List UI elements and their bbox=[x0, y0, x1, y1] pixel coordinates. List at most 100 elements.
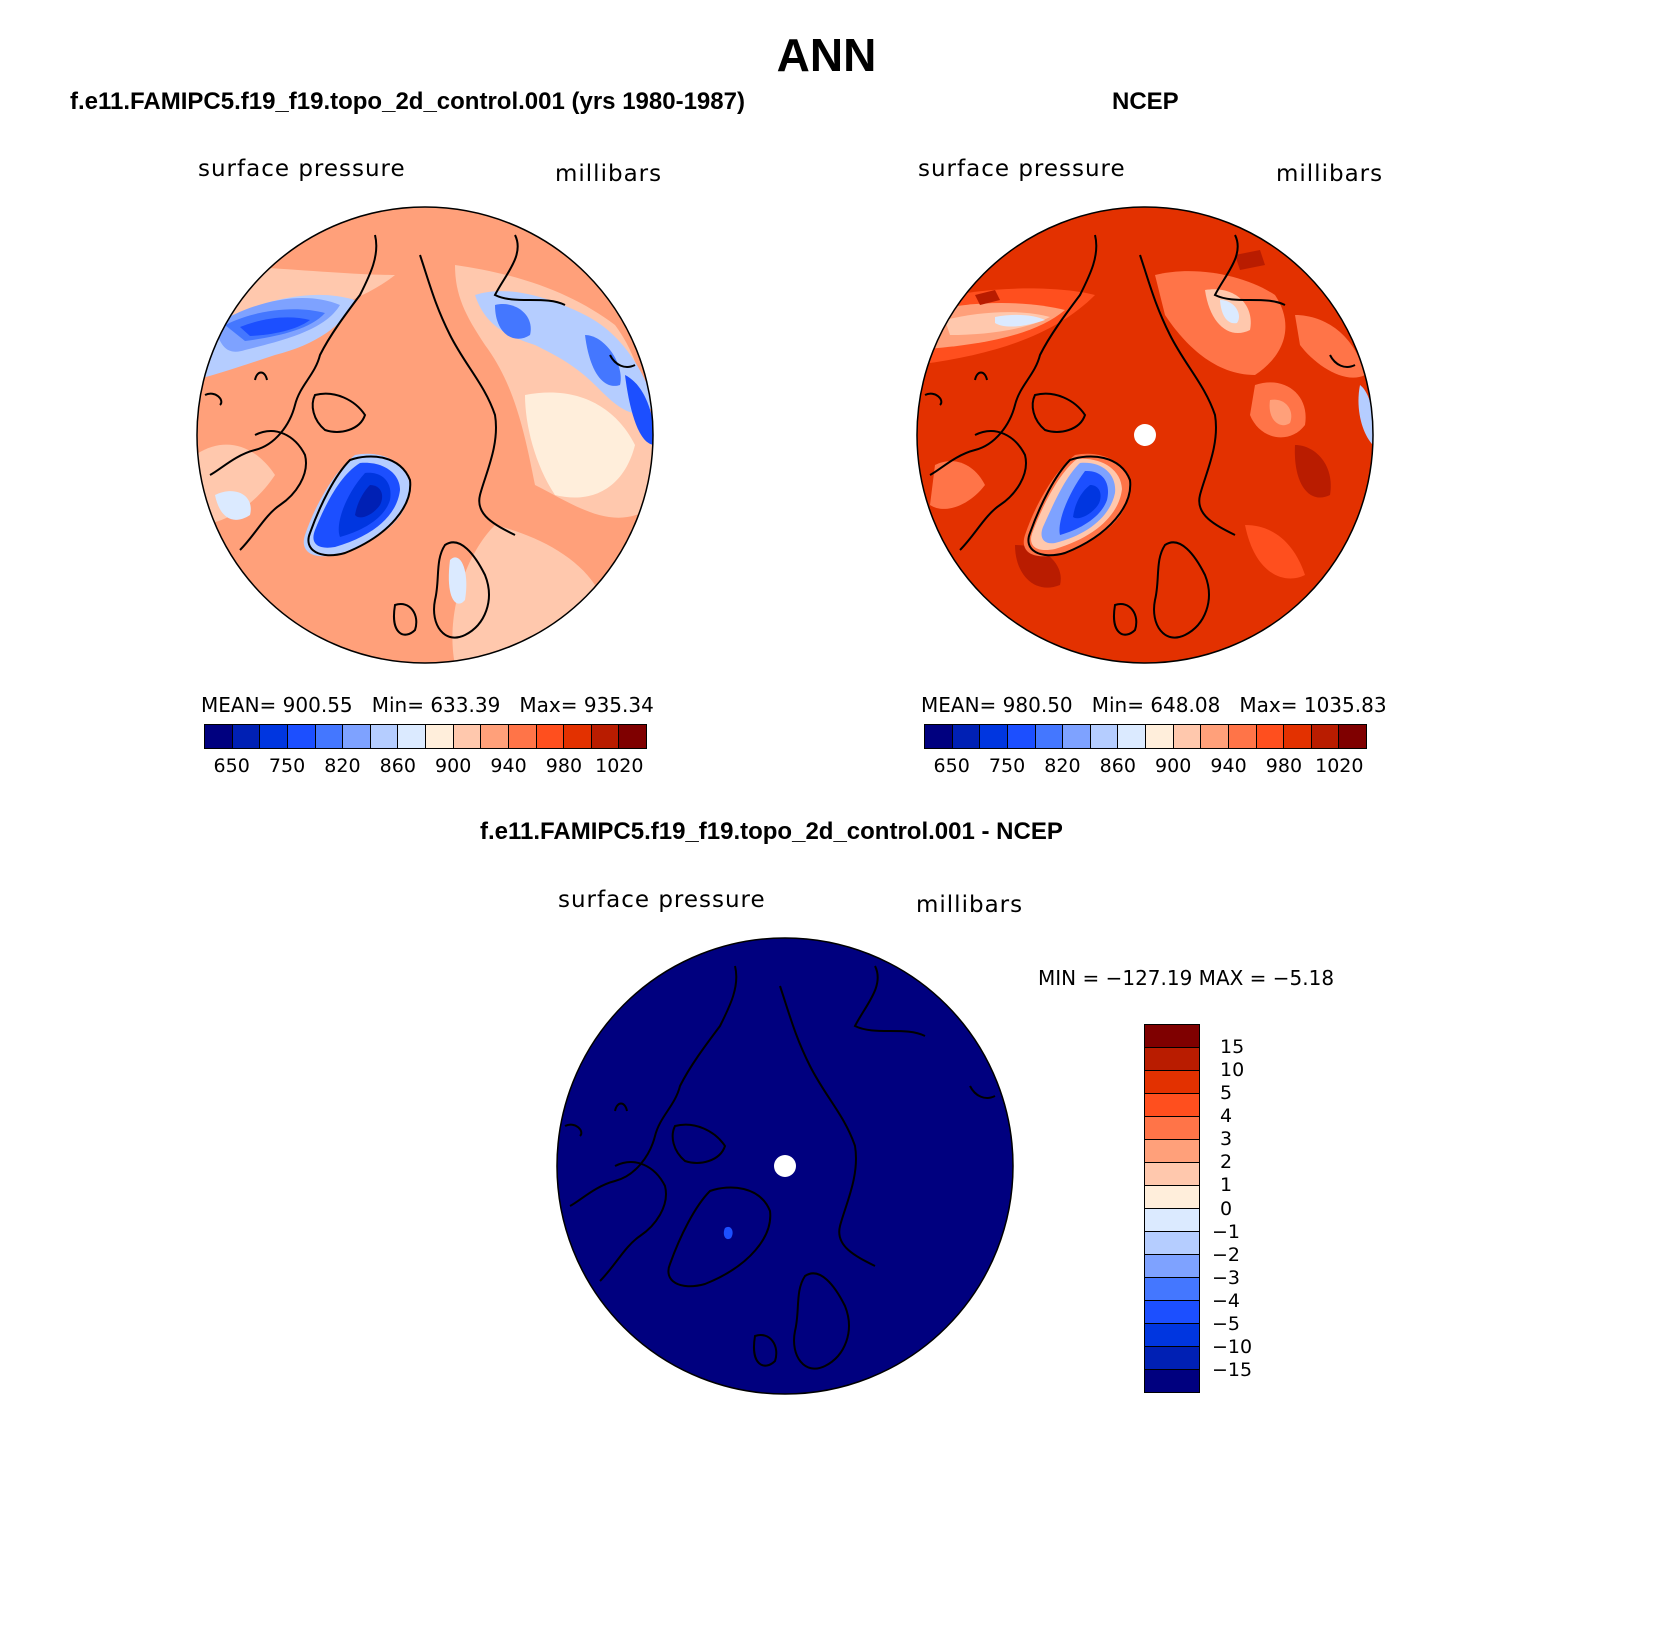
colorbar-tick-label: 750 bbox=[268, 755, 306, 777]
colorbar-tick-label: 1 bbox=[1220, 1174, 1233, 1197]
colorbar-tick-label: 980 bbox=[545, 755, 583, 777]
colorbar-swatch bbox=[1173, 725, 1202, 748]
colorbar-tick-label: −2 bbox=[1212, 1243, 1241, 1266]
panel2-stats: MEAN= 980.50 Min= 648.08 Max= 1035.83 bbox=[921, 693, 1387, 717]
colorbar-swatch bbox=[1145, 1186, 1199, 1209]
colorbar-tick-label: 750 bbox=[988, 755, 1026, 777]
panel2-min-value: 648.08 bbox=[1150, 693, 1221, 717]
colorbar-swatch bbox=[564, 725, 592, 748]
colorbar-swatch bbox=[1145, 1025, 1199, 1048]
panel2-units-label: millibars bbox=[1276, 161, 1384, 187]
colorbar-swatch bbox=[980, 725, 1008, 748]
colorbar-swatch bbox=[315, 725, 344, 748]
colorbar-tick-label: 650 bbox=[933, 755, 970, 777]
colorbar-swatch bbox=[1228, 725, 1257, 748]
panel1-polar-map bbox=[196, 206, 654, 664]
colorbar-swatch bbox=[232, 725, 261, 748]
colorbar-tick-label: 820 bbox=[324, 755, 361, 777]
panel2-min-label: Min= bbox=[1091, 693, 1144, 717]
colorbar-tick-label: 900 bbox=[435, 755, 472, 777]
panel3-stats: MIN = −127.19 MAX = −5.18 bbox=[1038, 966, 1335, 990]
panel2-mean-label: MEAN= bbox=[921, 693, 997, 717]
colorbar-swatch bbox=[925, 725, 953, 748]
colorbar-tick-label: −15 bbox=[1212, 1358, 1253, 1381]
colorbar-tick-label: 15 bbox=[1220, 1036, 1245, 1059]
colorbar-tick-label: 0 bbox=[1220, 1197, 1233, 1220]
panel3-colorbar bbox=[1144, 1024, 1200, 1393]
colorbar-swatch bbox=[1339, 725, 1366, 748]
colorbar-swatch bbox=[426, 725, 454, 748]
panel1-colorbar bbox=[204, 724, 647, 749]
colorbar-swatch bbox=[1256, 725, 1285, 748]
colorbar-swatch bbox=[1284, 725, 1312, 748]
colorbar-tick-label: 860 bbox=[1099, 755, 1136, 777]
panel1-max-value: 935.34 bbox=[583, 693, 654, 717]
colorbar-swatch bbox=[1145, 1094, 1199, 1117]
colorbar-swatch bbox=[619, 725, 646, 748]
colorbar-swatch bbox=[1145, 1278, 1199, 1301]
colorbar-swatch bbox=[1145, 1140, 1199, 1163]
colorbar-swatch bbox=[343, 725, 371, 748]
panel1-title: f.e11.FAMIPC5.f19_f19.topo_2d_control.00… bbox=[70, 88, 745, 115]
panel2-max-label: Max= bbox=[1239, 693, 1298, 717]
colorbar-tick-label: 860 bbox=[379, 755, 416, 777]
colorbar-tick-label: 820 bbox=[1044, 755, 1081, 777]
colorbar-swatch bbox=[1145, 1117, 1199, 1140]
colorbar-swatch bbox=[1090, 725, 1119, 748]
colorbar-swatch bbox=[205, 725, 233, 748]
panel1-variable-label: surface pressure bbox=[198, 156, 406, 182]
colorbar-tick-label: −4 bbox=[1212, 1289, 1241, 1312]
colorbar-swatch bbox=[1145, 1324, 1199, 1347]
colorbar-tick-label: −10 bbox=[1212, 1335, 1253, 1358]
panel1-mean-label: MEAN= bbox=[201, 693, 277, 717]
colorbar-swatch bbox=[1311, 725, 1340, 748]
panel3-polar-map bbox=[556, 937, 1014, 1395]
colorbar-tick-label: 2 bbox=[1220, 1151, 1233, 1174]
panel3-title: f.e11.FAMIPC5.f19_f19.topo_2d_control.00… bbox=[480, 818, 1063, 845]
panel2-max-value: 1035.83 bbox=[1303, 693, 1387, 717]
panel2-title: NCEP bbox=[1112, 88, 1179, 115]
panel2-colorbar-ticks: 650 750 820 860 900 940 980 1020 bbox=[924, 755, 1367, 779]
panel1-units-label: millibars bbox=[555, 161, 663, 187]
panel3-variable-label: surface pressure bbox=[558, 887, 766, 913]
colorbar-swatch bbox=[398, 725, 426, 748]
colorbar-swatch bbox=[1145, 1163, 1199, 1186]
colorbar-tick-label: 5 bbox=[1220, 1082, 1233, 1105]
colorbar-swatch bbox=[1145, 1301, 1199, 1324]
colorbar-swatch bbox=[481, 725, 509, 748]
colorbar-swatch bbox=[1145, 1209, 1199, 1232]
colorbar-swatch bbox=[1145, 1232, 1199, 1255]
main-title: ANN bbox=[776, 29, 877, 81]
colorbar-swatch bbox=[260, 725, 288, 748]
colorbar-swatch bbox=[287, 725, 316, 748]
colorbar-tick-label: 1020 bbox=[1315, 755, 1364, 777]
colorbar-swatch bbox=[1007, 725, 1036, 748]
colorbar-swatch bbox=[1145, 1370, 1199, 1392]
colorbar-swatch bbox=[536, 725, 565, 748]
colorbar-swatch bbox=[1063, 725, 1091, 748]
colorbar-swatch bbox=[1146, 725, 1174, 748]
colorbar-tick-label: 650 bbox=[213, 755, 250, 777]
colorbar-tick-label: 10 bbox=[1220, 1059, 1245, 1082]
colorbar-swatch bbox=[1145, 1255, 1199, 1278]
colorbar-swatch bbox=[370, 725, 399, 748]
panel1-colorbar-ticks: 650 750 820 860 900 940 980 1020 bbox=[204, 755, 647, 779]
panel1-min-value: 633.39 bbox=[430, 693, 501, 717]
colorbar-swatch bbox=[591, 725, 620, 748]
colorbar-tick-label: 4 bbox=[1220, 1105, 1233, 1128]
panel1-stats: MEAN= 900.55 Min= 633.39 Max= 935.34 bbox=[201, 693, 654, 717]
panel3-units-label: millibars bbox=[916, 892, 1024, 918]
colorbar-tick-label: 900 bbox=[1155, 755, 1192, 777]
panel1-mean-value: 900.55 bbox=[282, 693, 353, 717]
colorbar-swatch bbox=[508, 725, 537, 748]
colorbar-swatch bbox=[453, 725, 482, 748]
colorbar-swatch bbox=[1118, 725, 1146, 748]
panel2-variable-label: surface pressure bbox=[918, 156, 1126, 182]
panel2-colorbar bbox=[924, 724, 1367, 749]
colorbar-tick-label: −1 bbox=[1212, 1220, 1241, 1243]
colorbar-swatch bbox=[1145, 1347, 1199, 1370]
panel2-mean-value: 980.50 bbox=[1002, 693, 1073, 717]
panel2-polar-map bbox=[916, 206, 1374, 664]
panel3-colorbar-ticks: 15 10 5 4 3 2 1 0 −1 −2 −3 −4 −5 −10 −15 bbox=[1212, 1024, 1292, 1393]
colorbar-swatch bbox=[1201, 725, 1229, 748]
